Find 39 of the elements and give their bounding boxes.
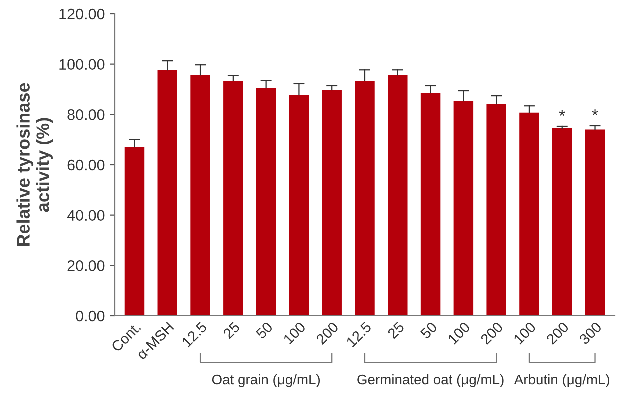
- x-tick-label: 200: [546, 322, 570, 346]
- y-tick-label: 80.00: [68, 110, 105, 120]
- bar: [520, 112, 540, 316]
- x-tick-label: 25: [222, 322, 241, 340]
- bar: [289, 95, 310, 316]
- y-tick-label: 60.00: [68, 160, 105, 171]
- bar: [420, 93, 441, 316]
- x-tick-label: 100: [448, 322, 471, 345]
- y-tick-label: 120.00: [60, 8, 105, 20]
- y-tick-label: 100.00: [60, 59, 105, 70]
- annotation: *: [592, 110, 598, 116]
- y-tick-label: 40.00: [67, 210, 105, 222]
- bar: [322, 90, 342, 316]
- bar: [552, 128, 572, 316]
- bar: [124, 147, 145, 316]
- text: Oat grain (μg/mL): [212, 374, 320, 388]
- text: Germinated oat (μg/mL): [358, 374, 504, 388]
- bar: [486, 104, 506, 316]
- x-tick-label: 100: [283, 322, 306, 345]
- x-tick-label: 50: [420, 322, 438, 340]
- bar: [256, 88, 276, 316]
- bar: [158, 70, 178, 316]
- bar: [585, 130, 606, 316]
- bar: [388, 75, 408, 316]
- x-tick-label: 50: [256, 322, 274, 340]
- x-tick-label: 25: [387, 322, 406, 340]
- bar: [355, 80, 375, 316]
- bar: [224, 80, 244, 316]
- bar: [190, 75, 210, 316]
- y-axis-title: Relative tyrosinase activity (%): [16, 83, 53, 246]
- text: Arbutin (μg/mL): [514, 374, 610, 388]
- annotation: *: [559, 110, 566, 116]
- x-tick-label: 200: [316, 322, 340, 346]
- y-tick-label: 20.00: [68, 260, 105, 272]
- y-tick-label: 0.00: [76, 310, 105, 322]
- bar: [454, 101, 474, 316]
- x-tick-label: 200: [480, 322, 504, 346]
- x-tick-label: 300: [578, 322, 602, 346]
- x-tick-label: 100: [513, 322, 537, 345]
